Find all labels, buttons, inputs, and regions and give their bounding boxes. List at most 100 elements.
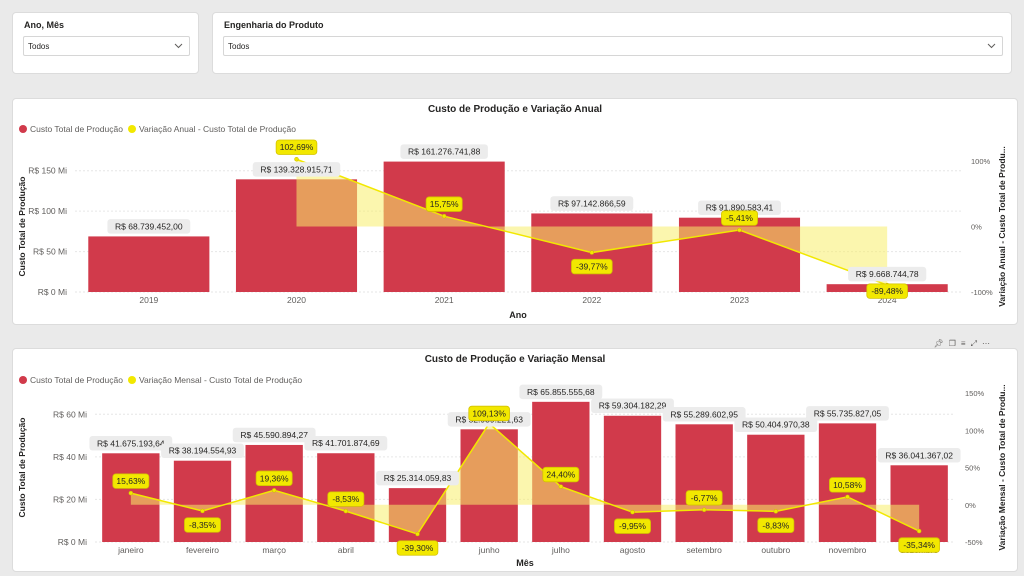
variation-label-bg <box>396 540 439 556</box>
variation-label: 109,13% <box>472 408 506 418</box>
monthly-legend: Custo Total de Produção Variação Mensal … <box>19 375 307 385</box>
variation-label-bg <box>721 210 758 226</box>
chevron-down-icon <box>174 43 183 49</box>
variation-point <box>441 213 447 219</box>
variation-label-bg <box>184 517 221 533</box>
bar-value-label: R$ 55.289.602,95 <box>670 409 738 419</box>
focus-mode-icon[interactable]: ⤢ <box>970 339 977 348</box>
copy-icon[interactable]: ❐ <box>948 339 956 348</box>
annual-chart: R$ 0 Mi R$ 50 Mi R$ 100 Mi R$ 150 Mi -100% 0%… <box>17 139 1007 320</box>
bar-value-label: R$ 59.304.182,29 <box>599 401 667 411</box>
bar-value-label: R$ 55.735.827,05 <box>814 408 882 418</box>
visual-header-icons: 📌︎ ❐ ≡ ⤢ ⋯ <box>934 339 990 349</box>
variation-label: 102,69% <box>280 142 314 152</box>
legend-item-variation[interactable]: Variação Mensal - Custo Total de Produçã… <box>127 375 303 385</box>
y-tick-label: R$ 0 Mi <box>58 537 87 547</box>
legend-dot-cost <box>19 376 27 384</box>
x-tick-label: abril <box>338 545 354 555</box>
variation-point <box>200 508 205 514</box>
bar-value-label-bg <box>848 266 927 282</box>
variation-label-bg <box>468 405 510 422</box>
y-tick-label: R$ 100 Mi <box>28 206 67 216</box>
product-eng-filter-title: Engenharia do Produto <box>224 20 324 30</box>
y2-axis-title: Variação Anual - Custo Total de Produ... <box>997 146 1007 307</box>
legend-label-variation: Variação Mensal - Custo Total de Produçã… <box>138 375 303 385</box>
x-tick-label: 2024 <box>878 295 897 305</box>
variation-point <box>737 227 742 233</box>
y-tick-label: R$ 50 Mi <box>33 247 67 257</box>
variation-label: 19,36% <box>260 473 289 483</box>
legend-item-variation[interactable]: Variação Anual - Custo Total de Produção <box>127 124 296 134</box>
variation-label: -8,35% <box>189 520 216 530</box>
bar-value-label-bg <box>161 443 244 458</box>
y2-tick-label: 0% <box>971 223 982 232</box>
variation-point <box>916 528 922 534</box>
variation-label-bg <box>327 491 365 507</box>
product-eng-dropdown[interactable]: Todos <box>223 36 1003 56</box>
variation-line <box>130 422 920 535</box>
monthly-chart-title: Custo de Produção e Variação Mensal <box>424 354 606 365</box>
x-tick-label: 2019 <box>139 295 158 305</box>
variation-area <box>130 423 920 535</box>
variation-label: -89,48% <box>871 286 903 296</box>
legend-item-cost[interactable]: Custo Total de Produção <box>19 375 123 385</box>
bar-value-label: R$ 41.675.193,64 <box>97 438 165 448</box>
variation-label-bg <box>829 477 866 493</box>
bar-value-label: R$ 65.855.555,68 <box>527 387 595 397</box>
bar-value-label: R$ 91.890.583,41 <box>706 203 774 213</box>
variation-label-bg <box>757 517 795 533</box>
bar-value-label-bg <box>877 448 961 463</box>
variation-label: -6,77% <box>691 493 718 503</box>
variation-label-bg <box>542 466 580 483</box>
variation-point <box>589 250 595 255</box>
variation-label: -39,77% <box>576 262 608 272</box>
bar-value-label: R$ 97.142.866,59 <box>558 198 626 208</box>
year-month-dropdown[interactable]: Todos <box>23 36 190 56</box>
bar-value-label: R$ 50.404.970,38 <box>742 420 810 430</box>
legend-label-variation: Variação Anual - Custo Total de Produção <box>138 124 296 134</box>
year-month-filter-title: Ano, Mês <box>24 20 65 30</box>
variation-point <box>271 488 277 493</box>
y2-tick-label: 100% <box>965 426 985 435</box>
bar-value-label-bg <box>698 200 781 215</box>
variation-label-bg <box>685 490 723 506</box>
more-options-icon[interactable]: ⋯ <box>982 339 990 348</box>
variation-label: -8,83% <box>762 520 789 530</box>
variation-label-bg <box>614 518 651 534</box>
pin-icon[interactable]: 📌︎ <box>933 339 944 348</box>
y-tick-label: R$ 40 Mi <box>53 452 87 462</box>
x-tick-label: outubro <box>761 545 790 555</box>
variation-label-bg <box>112 473 150 489</box>
bar-value-label-bg <box>734 417 818 432</box>
bar-value-label-bg <box>89 436 173 451</box>
bar-value-label-bg <box>662 407 746 422</box>
x-tick-label: fevereiro <box>186 545 219 555</box>
y2-tick-label: 0% <box>965 501 976 510</box>
monthly-chart: R$ 0 Mi R$ 20 Mi R$ 40 Mi R$ 60 Mi -50% 0% 50%… <box>17 384 1007 568</box>
bar-value-label-bg <box>519 384 603 400</box>
variation-label: -9,95% <box>619 521 646 531</box>
variation-label: -35,34% <box>903 540 935 550</box>
legend-label-cost: Custo Total de Produção <box>30 375 123 385</box>
bar-value-label-bg <box>400 144 488 159</box>
legend-item-cost[interactable]: Custo Total de Produção <box>19 124 123 134</box>
bar-value-label-bg <box>550 196 634 211</box>
bar-value-label: R$ 161.276.741,88 <box>408 147 481 157</box>
variation-point <box>701 507 707 513</box>
y-tick-label: R$ 150 Mi <box>28 166 67 176</box>
variation-point <box>773 509 779 514</box>
legend-dot-variation <box>127 125 136 133</box>
variation-label: 15,75% <box>430 199 459 209</box>
y2-tick-label: -100% <box>971 288 993 297</box>
y2-tick-label: 100% <box>971 157 991 166</box>
bar-value-label-bg <box>304 435 388 451</box>
variation-label: 10,58% <box>833 480 862 490</box>
bar-value-label: R$ 139.328.915,71 <box>260 164 333 174</box>
variation-point <box>343 508 349 514</box>
bar-value-label-bg <box>252 162 341 177</box>
bar-value-label: R$ 9.668.744,78 <box>856 269 919 279</box>
variation-label: -39,30% <box>402 543 434 553</box>
variation-point <box>558 484 564 489</box>
filter-icon[interactable]: ≡ <box>960 339 966 348</box>
variation-label: 24,40% <box>546 470 575 480</box>
